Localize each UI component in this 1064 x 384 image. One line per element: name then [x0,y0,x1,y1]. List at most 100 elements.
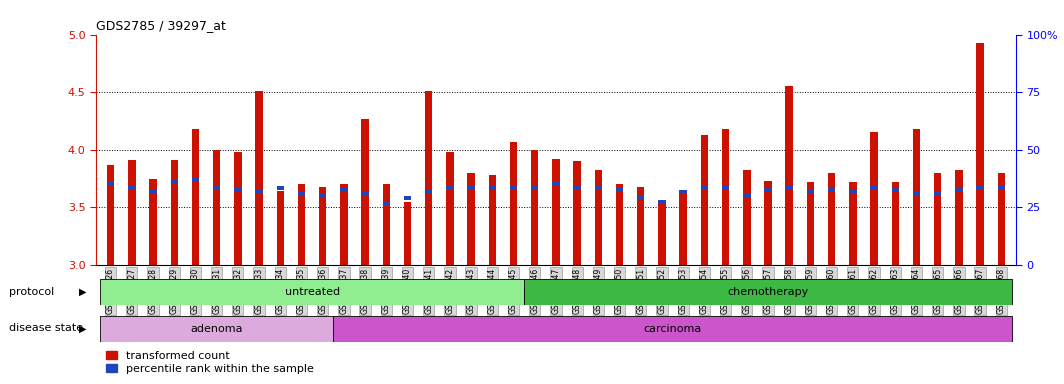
Bar [913,192,920,195]
Bar [955,170,963,265]
Bar [998,185,1005,189]
Bar [467,186,475,190]
Text: protocol: protocol [9,287,54,297]
Bar [403,202,411,265]
Bar [977,43,984,265]
Bar [467,173,475,265]
Bar [234,152,242,265]
Bar [192,129,199,265]
Bar [934,192,942,195]
Bar [573,185,581,189]
Bar [277,186,284,190]
Bar [362,119,369,265]
Bar [637,187,645,265]
Bar [828,173,835,265]
Bar [100,316,333,342]
Bar [510,142,517,265]
Text: GDS2785 / 39297_at: GDS2785 / 39297_at [96,19,226,32]
Bar [425,91,432,265]
Bar [807,190,814,194]
Bar [106,165,114,265]
Bar [319,187,327,265]
Bar [701,135,709,265]
Text: ▶: ▶ [79,287,86,297]
Bar [128,160,135,265]
Legend: transformed count, percentile rank within the sample: transformed count, percentile rank withi… [101,346,318,379]
Bar [383,201,390,205]
Bar [892,188,899,192]
Bar [362,192,369,195]
Bar [743,170,750,265]
Bar [595,170,602,265]
Bar [721,185,729,189]
Text: chemotherapy: chemotherapy [728,287,809,297]
Bar [298,192,305,195]
Bar [616,187,624,191]
Bar [277,191,284,265]
Bar [743,194,750,198]
Bar [149,190,156,194]
Bar [192,177,199,180]
Bar [403,196,411,200]
Bar [333,316,1012,342]
Bar [234,187,242,191]
Bar [383,184,390,265]
Text: untreated: untreated [284,287,339,297]
Bar [255,91,263,265]
Bar [446,152,453,265]
Bar [659,200,666,204]
Bar [764,181,771,265]
Bar [870,132,878,265]
Bar [319,194,327,198]
Bar [170,160,178,265]
Bar [721,129,729,265]
Bar [128,186,135,190]
Bar [977,185,984,189]
Bar [552,159,560,265]
Bar [100,279,525,305]
Text: disease state: disease state [9,323,83,333]
Bar [680,190,687,194]
Bar [785,185,793,189]
Bar [998,173,1005,265]
Bar [680,192,687,265]
Bar [807,182,814,265]
Bar [849,182,857,265]
Bar [298,184,305,265]
Bar [255,190,263,194]
Bar [701,186,709,190]
Text: adenoma: adenoma [190,324,243,334]
Bar [525,279,1012,305]
Bar [595,185,602,189]
Bar [510,185,517,189]
Bar [170,179,178,183]
Bar [870,185,878,189]
Bar [213,185,220,189]
Bar [531,185,538,189]
Bar [934,173,942,265]
Bar [149,179,156,265]
Bar [828,188,835,192]
Bar [637,196,645,200]
Bar [955,188,963,192]
Bar [913,129,920,265]
Bar [488,175,496,265]
Bar [446,186,453,190]
Bar [659,200,666,265]
Bar [488,186,496,190]
Text: carcinoma: carcinoma [644,324,701,334]
Bar [892,182,899,265]
Bar [106,182,114,186]
Text: ▶: ▶ [79,323,86,333]
Bar [425,190,432,194]
Bar [340,188,348,192]
Bar [616,184,624,265]
Bar [552,182,560,186]
Bar [213,150,220,265]
Bar [764,188,771,192]
Bar [340,184,348,265]
Bar [531,150,538,265]
Bar [785,86,793,265]
Bar [573,161,581,265]
Bar [849,190,857,194]
